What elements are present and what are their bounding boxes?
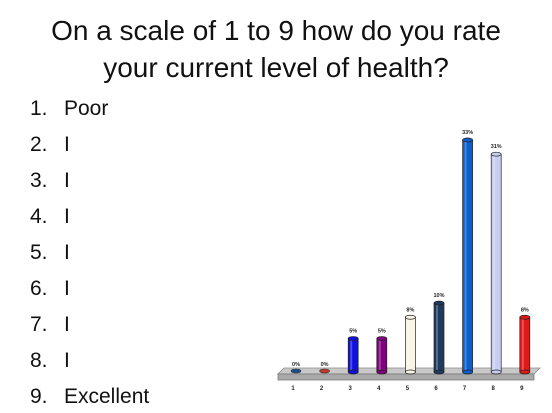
x-tick-label-8: 8	[492, 386, 496, 392]
x-tick-label-9: 9	[520, 386, 524, 392]
scale-item-number: 8.	[30, 349, 48, 372]
scale-item-number: 7.	[30, 313, 48, 336]
bar-highlight-3	[350, 340, 353, 370]
scale-item-label: I	[64, 133, 70, 156]
scale-item-6: 6. I	[30, 274, 70, 304]
x-tick-label-7: 7	[463, 386, 467, 392]
chart-floor-front	[277, 373, 535, 381]
bar-8	[490, 153, 502, 373]
scale-item-number: 9.	[30, 385, 48, 408]
bar-highlight-4	[378, 340, 381, 370]
bar-4	[376, 338, 388, 373]
scale-item-3: 3. I	[30, 166, 70, 196]
bar-base-9	[519, 369, 531, 375]
x-tick-label-3: 3	[349, 386, 353, 392]
scale-item-8: 8. I	[30, 346, 70, 376]
scale-item-number: 1.	[30, 97, 48, 120]
bar-9	[519, 316, 531, 373]
scale-item-label: Poor	[64, 97, 109, 120]
data-label-1: 0%	[292, 362, 300, 368]
bar-base-6	[433, 369, 445, 375]
bar-base-7	[462, 369, 473, 375]
bar-highlight-7	[464, 142, 467, 370]
scale-item-number: 2.	[30, 133, 48, 156]
bar-cap-5	[405, 314, 416, 320]
bar-7	[462, 139, 473, 373]
bar-highlight-8	[493, 156, 496, 370]
bar-base-5	[405, 369, 416, 375]
bar-cap-4	[376, 336, 388, 341]
health-rating-bar-chart: 0% 1 0% 2 5% 3 5% 4 8% 5 10% 6 33% 7 31% 8 8% 9	[274, 118, 544, 404]
bar-base-8	[490, 369, 502, 375]
x-tick-label-4: 4	[377, 386, 381, 392]
data-label-5: 8%	[406, 307, 414, 313]
bar-6	[433, 302, 445, 373]
data-label-2: 0%	[321, 362, 329, 368]
scale-item-1: 1. Poor	[30, 94, 108, 124]
scale-item-number: 5.	[30, 241, 48, 264]
bar-chart-svg: 0%10%25%35%48%510%633%731%88%9	[277, 130, 541, 392]
scale-item-4: 4. I	[30, 202, 70, 232]
x-tick-label-6: 6	[434, 386, 438, 392]
scale-item-number: 6.	[30, 277, 48, 300]
scale-item-label: I	[64, 349, 70, 372]
data-label-7: 33%	[462, 130, 473, 136]
scale-item-label: I	[64, 313, 70, 336]
title-line-1: On a scale of 1 to 9 how do you rate	[51, 15, 501, 46]
bar-cap-3	[347, 336, 359, 341]
bar-cap-9	[519, 314, 531, 320]
scale-item-label: I	[64, 277, 70, 300]
scale-item-label: I	[64, 241, 70, 264]
slide-title: On a scale of 1 to 9 how do you rate you…	[20, 12, 532, 86]
scale-item-label: I	[64, 169, 70, 192]
bar-cap-8	[490, 151, 502, 157]
scale-item-2: 2. I	[30, 130, 70, 160]
title-line-2: your current level of health?	[103, 52, 449, 83]
x-tick-label-5: 5	[406, 386, 410, 392]
data-label-3: 5%	[349, 329, 357, 335]
data-label-6: 10%	[433, 293, 444, 299]
data-label-8: 31%	[491, 144, 502, 150]
scale-item-label: Excellent	[64, 385, 150, 408]
scale-item-number: 4.	[30, 205, 48, 228]
bar-base-3	[347, 369, 359, 375]
bar-5	[405, 316, 416, 373]
data-label-4: 5%	[378, 329, 386, 335]
bar-highlight-6	[436, 305, 438, 370]
data-label-9: 8%	[521, 307, 529, 313]
bar-1	[290, 368, 302, 374]
bar-cap-6	[433, 300, 445, 306]
x-tick-label-2: 2	[320, 386, 324, 392]
bar-2	[319, 368, 330, 374]
x-tick-label-1: 1	[291, 386, 295, 392]
bar-highlight-9	[521, 319, 524, 370]
bar-base-4	[376, 369, 388, 375]
bar-cap-7	[462, 137, 473, 143]
scale-item-5: 5. I	[30, 238, 70, 268]
scale-item-number: 3.	[30, 169, 48, 192]
bar-highlight-5	[407, 319, 410, 370]
scale-item-7: 7. I	[30, 310, 70, 340]
scale-item-9: 9. Excellent	[30, 382, 149, 412]
scale-item-label: I	[64, 205, 70, 228]
bar-3	[347, 338, 359, 373]
